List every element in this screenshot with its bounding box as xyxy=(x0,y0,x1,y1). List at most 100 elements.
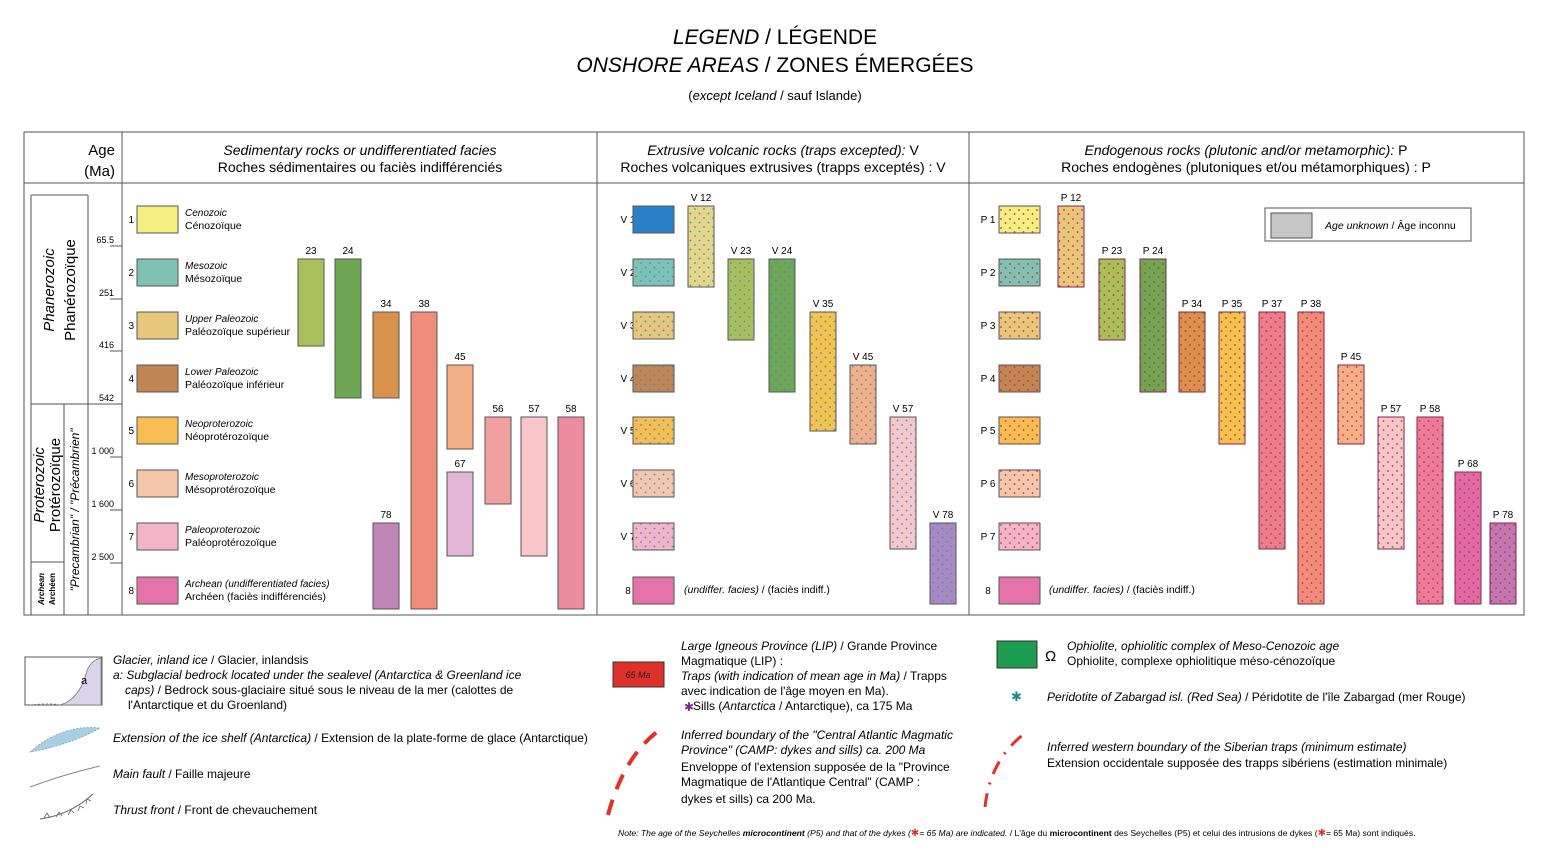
eon-archean-fr: Archéen xyxy=(48,573,57,605)
age-header: Age xyxy=(88,142,115,159)
sed-bar-label: 38 xyxy=(418,299,430,310)
sed-bar-label: 57 xyxy=(528,404,540,415)
sed-bar-label: 45 xyxy=(454,352,466,363)
siberian-boundary-icon xyxy=(985,734,1024,807)
siberian-line-2: Extension occidentale supposée des trapp… xyxy=(1047,756,1447,770)
sed-row-name-en: Cenozoic xyxy=(185,208,227,219)
volc-bar-label: V 12 xyxy=(691,193,712,204)
volc-header-en: Extrusive volcanic rocks (traps excepted… xyxy=(647,142,919,158)
lip-line-5: Sills (Antarctica / Antarctique), ca 175… xyxy=(693,699,913,713)
endo-bar-label: P 68 xyxy=(1458,459,1479,470)
sed-swatch xyxy=(137,523,178,550)
sed-row-number: 7 xyxy=(128,532,134,543)
volc-bar-dots xyxy=(769,259,795,392)
volc-bar-dots xyxy=(810,312,836,431)
sed-bar-label: 24 xyxy=(342,246,354,257)
glacier-line-4: l'Antarctique et du Groenland) xyxy=(128,698,287,712)
sed-bar xyxy=(447,472,473,556)
sed-row-name-en: Paleoproterozoic xyxy=(185,525,260,536)
lip-line-2: Magmatique (LIP) : xyxy=(681,654,783,668)
volc-swatch-dots xyxy=(633,312,674,339)
endo-bar-dots xyxy=(1219,312,1245,444)
endogenous-rows: P 1P 2P 3P 4P 5P 6P 78 xyxy=(981,206,1040,604)
volc-bar-label: V 45 xyxy=(853,352,874,363)
eon-phanerozoic-fr: Phanérozoïque xyxy=(62,239,79,341)
volc-swatch-dots xyxy=(633,417,674,444)
sed-row-name-en: Neoproterozoic xyxy=(185,419,253,430)
endo-bar-label: P 38 xyxy=(1301,299,1322,310)
volc-swatch-dots xyxy=(633,259,674,286)
sed-bar xyxy=(447,365,473,449)
age-tick-label: 251 xyxy=(99,288,114,298)
dyke-icon-fr: ✱ xyxy=(1318,828,1326,839)
volc-swatch-dots xyxy=(633,470,674,497)
endo-bar-label: P 45 xyxy=(1341,352,1362,363)
volc-row-label: 8 xyxy=(625,586,631,597)
lip-line-4: avec indication de l'âge moyen en Ma). xyxy=(681,684,889,698)
endo-bar-dots xyxy=(1417,417,1443,604)
endo-bar-label: P 58 xyxy=(1420,404,1441,415)
endo-bar-label: P 24 xyxy=(1143,246,1164,257)
volc-bar-dots xyxy=(728,259,754,340)
main-fault-icon xyxy=(30,766,100,787)
siberian-line-1: Inferred western boundary of the Siberia… xyxy=(1047,740,1407,754)
sed-swatch xyxy=(137,206,178,233)
sed-swatch xyxy=(137,312,178,339)
endo-header-fr: Roches endogènes (plutoniques et/ou méta… xyxy=(1061,159,1431,175)
peridotite-label: Peridotite of Zabargad isl. (Red Sea) / … xyxy=(1047,690,1466,704)
sed-row-number: 6 xyxy=(128,479,134,490)
sed-row-number: 3 xyxy=(128,321,134,332)
camp-boundary-icon xyxy=(608,727,664,815)
sed-bar xyxy=(373,523,399,609)
endo-swatch-dots xyxy=(999,365,1040,392)
sedimentary-bars: 23 24 34 38 45 67 78 56 57 58 xyxy=(298,246,584,609)
endo-bar-dots xyxy=(1298,312,1324,604)
sed-row-name-fr: Mésozoïque xyxy=(185,273,242,285)
sed-row-number: 4 xyxy=(128,374,134,385)
endo-row-label: P 6 xyxy=(981,479,996,490)
volc-bar-label: V 57 xyxy=(893,404,914,415)
age-unknown-label: Age unknown / Âge inconnu xyxy=(1324,219,1456,232)
endo-swatch-dots xyxy=(999,312,1040,339)
endo-bar-label: P 23 xyxy=(1102,246,1123,257)
sed-bar xyxy=(521,417,547,556)
ophiolite-line-2: Ophiolite, complexe ophiolitique méso-cé… xyxy=(1067,654,1335,668)
endo-header-en: Endogenous rocks (plutonic and/or metamo… xyxy=(1085,142,1408,158)
sed-row-name-fr: Paléozoïque supérieur xyxy=(185,326,291,338)
camp-line-3: Enveloppe of l'extension supposée de la … xyxy=(681,760,950,774)
endo-row-label: P 3 xyxy=(981,321,996,332)
sed-bar xyxy=(485,417,511,504)
endo-bar-dots xyxy=(1140,259,1166,392)
endo-bar-dots xyxy=(1259,312,1285,549)
endo-row-label: P 4 xyxy=(981,374,996,385)
eon-archean-en: Archean xyxy=(37,573,46,606)
endo-bar-label: P 35 xyxy=(1222,299,1243,310)
sed-bar-label: 56 xyxy=(492,404,504,415)
endo-bar-label: P 12 xyxy=(1061,193,1082,204)
age-tick-label: 1 600 xyxy=(91,499,114,509)
endo-bar-dots xyxy=(1378,417,1404,549)
sed-bar-label: 67 xyxy=(454,459,466,470)
endo-row-label: 8 xyxy=(985,586,991,597)
sed-bar-label: 23 xyxy=(305,246,317,257)
sed-swatch xyxy=(137,417,178,444)
endo-row-label: P 2 xyxy=(981,268,996,279)
endo-bar-label: P 37 xyxy=(1262,299,1283,310)
volc-swatch-dots xyxy=(633,365,674,392)
volc-undiff-label: (undiffer. facies) / (faciès indiff.) xyxy=(684,584,830,596)
sed-bar xyxy=(298,259,324,346)
volcanic-bars: V 12V 23 V 24V 35V 45V 57V 78 xyxy=(688,193,956,604)
title-line-1: LEGEND / LÉGENDE xyxy=(673,26,877,49)
endo-bar-label: P 78 xyxy=(1493,510,1514,521)
sed-row-name-fr: Cénozoïque xyxy=(185,220,242,232)
glacier-line-3: caps) / Bedrock sous-glaciaire situé sou… xyxy=(125,683,514,697)
sed-row-name-en: Archean (undifferentiated facies) xyxy=(184,579,330,590)
precambrian-label: "Precambrian" / "Précambrien" xyxy=(68,428,82,592)
volc-bar-label: V 24 xyxy=(772,246,793,257)
endo-swatch-dots xyxy=(999,470,1040,497)
sed-row-number: 1 xyxy=(128,215,134,226)
eon-proterozoic-fr: Protérozoïque xyxy=(47,438,64,532)
thrust-front-icon xyxy=(40,794,93,819)
peridotite-icon: ✱ xyxy=(1011,689,1022,704)
